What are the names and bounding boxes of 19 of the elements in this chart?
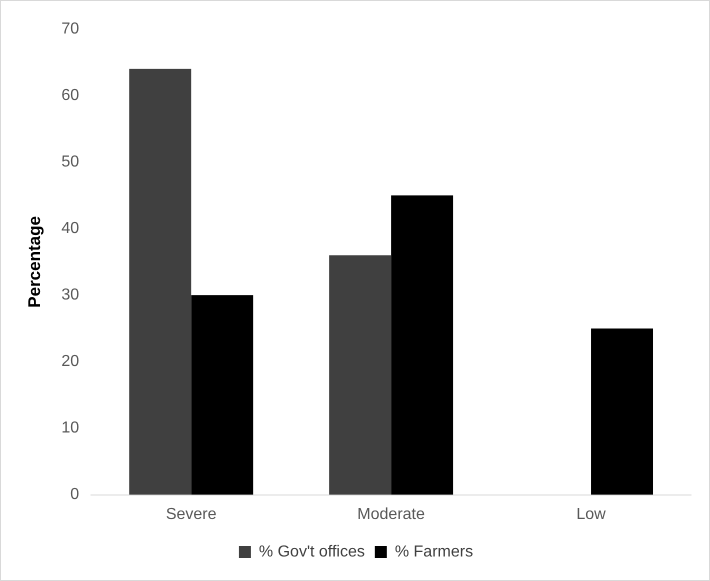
bar: [191, 295, 254, 495]
x-tick-label: Moderate: [357, 506, 425, 523]
y-axis-title: Percentage: [24, 216, 44, 308]
y-tick-label: 60: [61, 86, 80, 104]
bar: [129, 68, 192, 495]
y-tick-label: 0: [70, 486, 80, 504]
y-tick-label: 20: [61, 353, 80, 370]
y-tick-label: 70: [61, 20, 80, 38]
y-tick-label: 30: [61, 286, 80, 304]
x-tick-label: Severe: [166, 506, 217, 523]
legend-label: % Gov't offices: [258, 543, 365, 560]
x-tick-label: Low: [576, 506, 606, 523]
legend-label: % Farmers: [394, 543, 474, 560]
y-tick-label: 10: [61, 420, 80, 437]
bar: [591, 328, 654, 495]
y-tick-label: 40: [61, 220, 80, 238]
y-tick-label: 50: [61, 153, 80, 170]
bar: [329, 255, 392, 495]
bar: [391, 195, 454, 495]
